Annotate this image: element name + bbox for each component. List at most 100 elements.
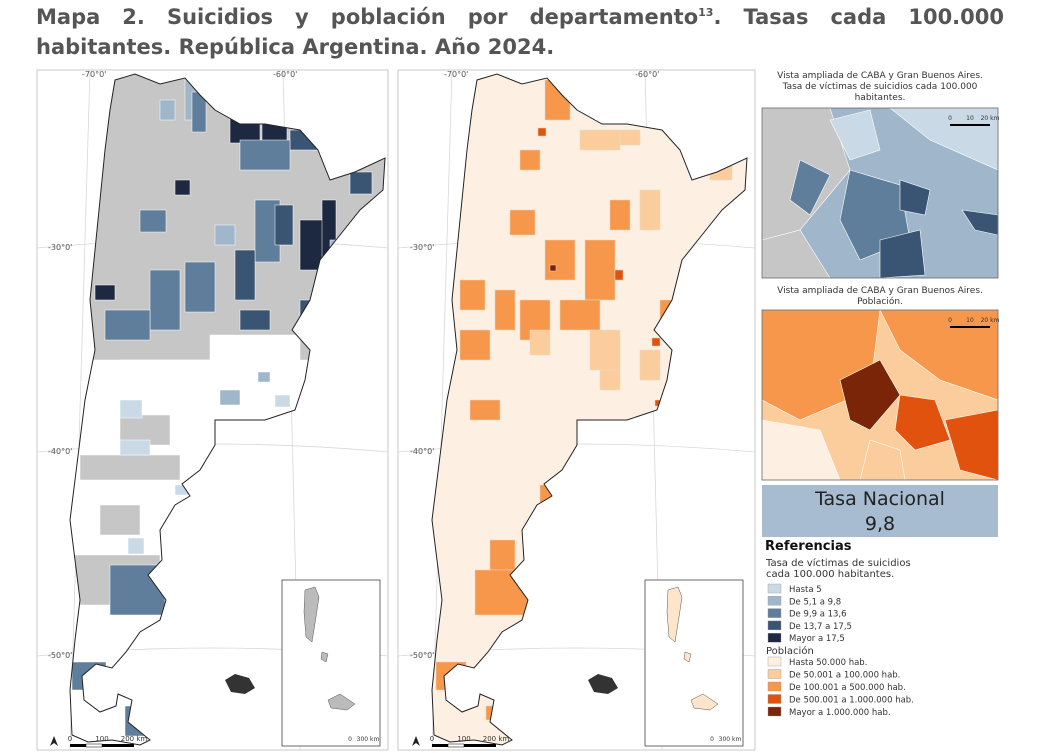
department [489,539,516,571]
department [257,371,271,383]
zoom-population [762,310,998,480]
graticule-label: -30°0' [410,243,434,252]
legend-swatch [767,583,782,594]
legend-label: De 5,1 a 9,8 [789,597,841,607]
legend-caption: Población [766,645,814,657]
department [469,399,501,421]
department [149,269,181,331]
department [459,279,486,311]
zoom-scale-label: 10 [966,317,974,324]
department [104,309,151,341]
department [274,204,294,246]
department [239,139,291,171]
department [94,284,116,301]
department [789,159,831,216]
graticule-label: -50°0' [48,651,72,660]
national-rate-value: 9,8 [865,513,895,535]
department [119,439,151,456]
graticule-label: -60°0' [635,70,659,79]
department [214,224,236,246]
department [589,329,621,371]
department [459,329,491,361]
scale-label: 200 km [483,735,510,743]
legend-caption: Tasa de víctimas de suicidios [765,557,911,569]
inset-scale-label: 0 [348,736,352,743]
department [159,99,176,121]
department [859,439,906,480]
title-main: Mapa 2. Suicidios y población por depart… [36,5,699,29]
legend-swatch [767,669,782,679]
department [619,129,641,146]
inset-scale-label: 0 [710,736,714,743]
zoom-title: Tasa de víctimas de suicidios cada 100.0… [782,82,978,92]
department [119,399,143,419]
zoom-frame [761,107,999,279]
department [537,127,547,137]
legend-swatch [767,681,782,692]
zoom-title: Población. [857,296,903,307]
legend-swatch [767,620,782,631]
department [559,299,601,331]
legend-swatch [767,633,782,643]
legend-label: Hasta 50.000 hab. [789,658,867,668]
legend-label: De 100.001 a 500.000 hab. [789,683,906,693]
legend-label: De 500.001 a 1.000.000 hab. [789,696,914,706]
scale-label: 100 [457,735,470,743]
graticule-label: -40°0' [48,447,72,456]
department [584,239,616,301]
graticule-label: -40°0' [410,447,434,456]
department [829,109,881,161]
department [599,369,621,391]
graticule-label: -30°0' [48,243,72,252]
department [762,419,841,480]
zoom-scale-label: 10 [966,115,974,122]
department [651,337,661,347]
legend-heading: Referencias [765,539,852,554]
scale-label: 200 km [121,735,148,743]
zoom-rate [762,108,998,278]
antarctic-inset [225,579,744,747]
zoom-scale-bar [950,124,990,126]
legend-label: De 50.001 a 100.000 hab. [789,671,900,681]
graticule-label: -50°0' [410,651,434,660]
department [879,310,998,401]
department [579,129,621,151]
department [79,454,181,481]
legend-label: Mayor a 1.000.000 hab. [789,708,891,718]
scale-label: 100 [95,735,108,743]
zoom-title: habitantes. [855,93,906,103]
graticule-label: -60°0' [273,70,297,79]
department [894,394,951,451]
legend-caption: cada 100.000 habitantes. [766,569,894,580]
department [509,209,536,236]
department [544,239,576,281]
department [889,108,998,171]
department [239,309,271,331]
department [961,209,998,236]
department [127,537,145,555]
title-rest: . Tasas cada 100.000 habitantes. Repúbli… [36,5,1004,59]
department [899,179,931,216]
scale-bars [50,736,496,748]
department [349,171,373,195]
department [99,504,141,536]
zoom-scale-label: 20 km [981,115,1000,122]
department [174,179,191,196]
graticule-label: -70°0' [444,70,468,79]
zoom-scale-bar [950,326,990,328]
graticule-label: -70°0' [82,70,106,79]
department [944,409,998,480]
title-footnote: 13 [698,6,714,19]
inset-scale-label: 300 km [719,736,742,743]
department [839,359,901,431]
department [549,264,557,272]
department [184,261,216,313]
scale-label: 0 [68,735,72,743]
national-rate-box [762,485,998,537]
department [879,229,926,278]
zoom-title: Vista ampliada de CABA y Gran Buenos Air… [777,286,983,296]
inset-scale-label: 300 km [357,736,380,743]
legend-swatch [767,656,782,667]
